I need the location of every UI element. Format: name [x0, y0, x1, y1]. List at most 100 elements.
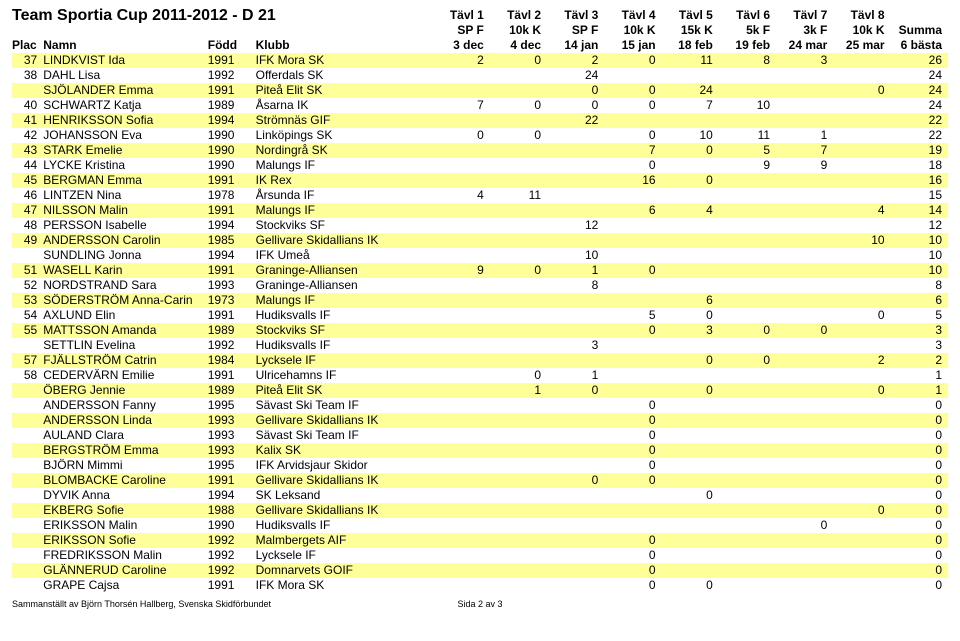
cell-tavl-3 [547, 158, 604, 173]
cell-tavl-4 [604, 338, 661, 353]
cell-tavl-1 [433, 248, 490, 263]
cell-tavl-2 [490, 68, 547, 83]
cell-tavl-8 [833, 278, 890, 293]
cell-klubb: IFK Umeå [256, 248, 433, 263]
cell-summa: 0 [891, 458, 948, 473]
cell-tavl-4: 0 [604, 413, 661, 428]
cell-namn: SETTLIN Evelina [43, 338, 208, 353]
cell-namn: LYCKE Kristina [43, 158, 208, 173]
cell-tavl-7 [776, 308, 833, 323]
cell-plac: 38 [12, 68, 43, 83]
cell-fodd: 1990 [208, 128, 256, 143]
col-tavl-8-h3: 25 mar [833, 38, 890, 53]
cell-tavl-3: 24 [547, 68, 604, 83]
cell-tavl-3 [547, 578, 604, 593]
cell-tavl-3 [547, 308, 604, 323]
cell-tavl-5 [662, 458, 719, 473]
cell-fodd: 1990 [208, 143, 256, 158]
cell-tavl-6 [719, 578, 776, 593]
cell-summa: 26 [891, 53, 948, 68]
table-body: 37LINDKVIST Ida1991IFK Mora SK2020118326… [12, 53, 948, 593]
cell-summa: 3 [891, 323, 948, 338]
cell-tavl-4: 0 [604, 533, 661, 548]
cell-plac: 46 [12, 188, 43, 203]
cell-klubb: Graninge-Alliansen [256, 278, 433, 293]
cell-plac [12, 488, 43, 503]
cell-tavl-2 [490, 83, 547, 98]
table-row: BJÖRN Mimmi1995IFK Arvidsjaur Skidor00 [12, 458, 948, 473]
cell-plac: 54 [12, 308, 43, 323]
cell-tavl-7 [776, 203, 833, 218]
cell-fodd: 1985 [208, 233, 256, 248]
cell-tavl-2 [490, 173, 547, 188]
cell-tavl-1 [433, 173, 490, 188]
cell-tavl-6: 8 [719, 53, 776, 68]
cell-plac: 47 [12, 203, 43, 218]
col-tavl-3-h3: 14 jan [547, 38, 604, 53]
cell-tavl-4: 0 [604, 578, 661, 593]
cell-klubb: Strömnäs GIF [256, 113, 433, 128]
cell-fodd: 1973 [208, 293, 256, 308]
cell-tavl-6 [719, 263, 776, 278]
cell-summa: 0 [891, 488, 948, 503]
cell-klubb: Lycksele IF [256, 548, 433, 563]
cell-tavl-2 [490, 233, 547, 248]
cell-tavl-6 [719, 248, 776, 263]
col-tavl-4-h3: 15 jan [604, 38, 661, 53]
cell-tavl-1 [433, 368, 490, 383]
cell-fodd: 1992 [208, 563, 256, 578]
table-row: 40SCHWARTZ Katja1989Åsarna IK700071024 [12, 98, 948, 113]
col-tavl-7-h1: Tävl 7 [776, 8, 833, 23]
cell-summa: 24 [891, 98, 948, 113]
cell-tavl-4 [604, 278, 661, 293]
cell-tavl-8 [833, 263, 890, 278]
cell-namn: WASELL Karin [43, 263, 208, 278]
cell-tavl-8 [833, 53, 890, 68]
cell-tavl-5: 11 [662, 53, 719, 68]
cell-fodd: 1994 [208, 248, 256, 263]
col-tavl-2-h1: Tävl 2 [490, 8, 547, 23]
cell-tavl-4 [604, 113, 661, 128]
cell-tavl-2 [490, 218, 547, 233]
cell-tavl-2 [490, 158, 547, 173]
cell-tavl-8 [833, 113, 890, 128]
cell-tavl-3: 8 [547, 278, 604, 293]
cell-tavl-7 [776, 218, 833, 233]
cell-tavl-8 [833, 68, 890, 83]
cell-fodd: 1995 [208, 398, 256, 413]
cell-tavl-7 [776, 173, 833, 188]
results-table: Team Sportia Cup 2011-2012 - D 21 Tävl 1… [12, 8, 948, 593]
cell-klubb: Gellivare Skidallians IK [256, 413, 433, 428]
cell-tavl-2 [490, 398, 547, 413]
cell-tavl-5 [662, 503, 719, 518]
cell-tavl-6 [719, 428, 776, 443]
cell-tavl-5 [662, 473, 719, 488]
cell-tavl-6 [719, 533, 776, 548]
cell-tavl-7: 0 [776, 518, 833, 533]
cell-tavl-2: 0 [490, 53, 547, 68]
cell-tavl-1 [433, 413, 490, 428]
cell-namn: ANDERSSON Linda [43, 413, 208, 428]
cell-tavl-8: 10 [833, 233, 890, 248]
cell-plac: 48 [12, 218, 43, 233]
cell-tavl-7 [776, 338, 833, 353]
cell-klubb: Offerdals SK [256, 68, 433, 83]
cell-klubb: Nordingrå SK [256, 143, 433, 158]
cell-tavl-2: 0 [490, 128, 547, 143]
cell-klubb: Ulricehamns IF [256, 368, 433, 383]
cell-tavl-8: 2 [833, 353, 890, 368]
cell-summa: 0 [891, 578, 948, 593]
cell-tavl-2 [490, 563, 547, 578]
cell-tavl-4: 0 [604, 128, 661, 143]
cell-tavl-3: 2 [547, 53, 604, 68]
cell-tavl-8 [833, 578, 890, 593]
cell-plac: 45 [12, 173, 43, 188]
col-tavl-1-h3: 3 dec [433, 38, 490, 53]
table-row: 53SÖDERSTRÖM Anna-Carin1973Malungs IF66 [12, 293, 948, 308]
cell-fodd: 1990 [208, 158, 256, 173]
cell-tavl-1 [433, 308, 490, 323]
cell-tavl-1 [433, 488, 490, 503]
cell-tavl-6 [719, 503, 776, 518]
cell-tavl-1: 2 [433, 53, 490, 68]
col-plac: Plac [12, 38, 43, 53]
